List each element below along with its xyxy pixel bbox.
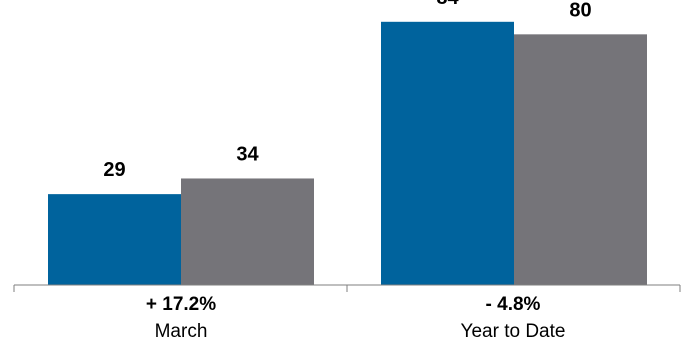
bar [514,34,647,286]
bar [181,178,314,285]
category-labels-layer: + 17.2% March - 4.8% Year to Date [146,294,566,342]
bars-layer [48,21,647,286]
bar-value-label: 80 [569,0,591,21]
bar-value-label: 29 [103,159,125,181]
bar-value-label: 84 [436,0,459,9]
bar-value-label: 34 [236,143,259,165]
bar [48,194,181,285]
value-labels-layer: 29 34 84 80 [103,0,591,181]
category-label: March [155,321,208,342]
category-change-label: + 17.2% [146,294,216,315]
bar [381,21,514,286]
category-change-label: - 4.8% [486,294,541,315]
category-label: Year to Date [461,321,566,342]
x-axis [13,284,681,292]
